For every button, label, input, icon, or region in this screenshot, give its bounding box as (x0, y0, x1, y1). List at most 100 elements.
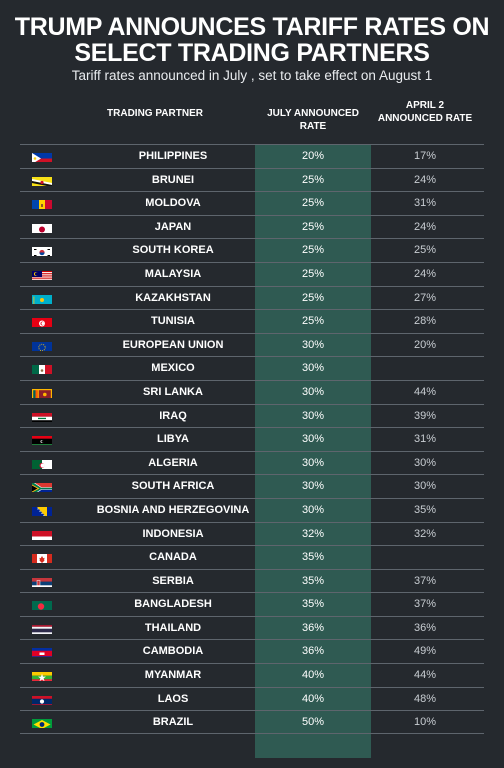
country-name: PHILIPPINES (138, 150, 208, 162)
april-rate: 20% (413, 338, 437, 351)
table-row: MEXICO 30% (20, 356, 484, 380)
moldova-flag-icon (32, 198, 52, 210)
table-row: MOLDOVA 25% 31% (20, 191, 484, 215)
country-name: KAZAKHSTAN (135, 291, 211, 304)
country-name: INDONESIA (142, 527, 204, 540)
april-rate: 36% (413, 621, 437, 634)
april-rate: 30% (413, 480, 437, 493)
table-row: BRUNEI 25% 24% (20, 167, 484, 192)
japan-flag-icon (32, 222, 52, 233)
philippines-flag-icon (32, 151, 52, 162)
table-row: BRAZIL 50% 10% (20, 710, 484, 734)
table-row: KAZAKHSTAN 25% 27% (20, 285, 484, 310)
country-name: SERBIA (152, 574, 194, 587)
april-rate: 35% (413, 503, 437, 516)
south-africa-flag-icon (32, 481, 52, 493)
table-row: BOSNIA AND HERZEGOVINA 30% 35% (20, 497, 484, 522)
country-name: MEXICO (151, 362, 195, 375)
sri-lanka-flag-icon (32, 387, 52, 398)
iraq-flag-icon (32, 411, 52, 422)
country-name: MOLDOVA (145, 197, 201, 210)
brunei-flag-icon (32, 175, 52, 186)
july-rate: 36% (301, 621, 325, 634)
table-row: TUNISIA 25% 28% (20, 309, 484, 333)
country-name: LIBYA (157, 433, 189, 446)
country-name: SOUTH KOREA (132, 244, 214, 257)
country-name: MALAYSIA (144, 267, 202, 280)
column-header-april: APRIL 2 ANNOUNCED RATE (377, 100, 473, 124)
july-rate: 30% (301, 338, 325, 351)
canada-flag-icon (32, 552, 52, 564)
april-rate: 49% (413, 645, 437, 658)
bosnia-flag-icon (32, 505, 52, 516)
column-header-july: JULY ANNOUNCED RATE (267, 108, 359, 132)
table-row: LIBYA 30% 31% (20, 427, 484, 451)
july-rate: 50% (301, 716, 325, 729)
table-row: CANADA 35% (20, 545, 484, 569)
april-rate: 27% (413, 291, 437, 304)
july-rate: 25% (301, 244, 325, 257)
table-row: MALAYSIA 25% 24% (20, 261, 484, 286)
country-name: BANGLADESH (134, 598, 212, 611)
serbia-flag-icon (32, 576, 52, 587)
table-row: BANGLADESH 35% 37% (20, 592, 484, 616)
algeria-flag-icon (32, 458, 52, 469)
july-rate: 40% (301, 669, 325, 682)
july-rate: 30% (301, 480, 325, 493)
laos-flag-icon (32, 694, 52, 705)
bangladesh-flag-icon (32, 599, 52, 611)
table-row: SERBIA 35% 37% (20, 568, 484, 593)
tunisia-flag-icon (32, 316, 52, 328)
mexico-flag-icon (32, 363, 52, 375)
april-rate: 30% (413, 456, 437, 469)
table-row: SOUTH AFRICA 30% 30% (20, 474, 484, 498)
april-rate (375, 546, 475, 569)
april-rate: 32% (413, 527, 437, 540)
july-rate: 25% (301, 315, 325, 328)
country-name: BOSNIA AND HERZEGOVINA (96, 503, 250, 516)
july-rate: 40% (301, 692, 325, 705)
april-rate: 37% (413, 574, 437, 587)
country-name: MYANMAR (144, 669, 202, 682)
country-name: THAILAND (144, 621, 202, 634)
table-row: LAOS 40% 48% (20, 686, 484, 711)
country-name: CAMBODIA (142, 645, 204, 658)
table-row: EUROPEAN UNION 30% 20% (20, 332, 484, 357)
april-rate: 31% (413, 197, 437, 210)
myanmar-flag-icon (32, 670, 52, 682)
april-rate: 10% (413, 716, 437, 729)
april-rate: 39% (413, 409, 437, 422)
july-rate: 30% (301, 456, 325, 469)
country-name: BRAZIL (152, 716, 194, 729)
country-name: SRI LANKA (143, 385, 203, 398)
april-rate: 31% (413, 433, 437, 446)
april-rate: 17% (413, 150, 437, 162)
july-rate: 30% (301, 362, 325, 375)
july-rate: 32% (301, 527, 325, 540)
april-rate (375, 357, 475, 380)
table-row: JAPAN 25% 24% (20, 214, 484, 239)
july-rate: 30% (301, 385, 325, 398)
country-name: ALGERIA (148, 456, 198, 469)
april-rate: 24% (413, 173, 437, 186)
april-rate: 24% (413, 267, 437, 280)
july-rate: 30% (301, 433, 325, 446)
table-row: INDONESIA 32% 32% (20, 521, 484, 546)
april-rate: 37% (413, 598, 437, 611)
country-name: JAPAN (154, 220, 192, 233)
table-row: PHILIPPINES 20% 17% (20, 144, 484, 168)
country-name: SOUTH AFRICA (131, 480, 215, 493)
july-rate: 25% (301, 220, 325, 233)
south-korea-flag-icon (32, 245, 52, 257)
table-row: THAILAND 36% 36% (20, 615, 484, 640)
july-rate: 25% (301, 267, 325, 280)
july-rate: 35% (301, 551, 325, 564)
chart-title: TRUMP ANNOUNCES TARIFF RATES ON SELECT T… (14, 13, 490, 67)
july-rate: 20% (301, 150, 325, 162)
table-row: ALGERIA 30% 30% (20, 450, 484, 475)
table-row: SOUTH KOREA 25% 25% (20, 238, 484, 262)
july-rate: 35% (301, 574, 325, 587)
april-rate: 28% (413, 315, 437, 328)
eu-flag-icon (32, 340, 52, 351)
